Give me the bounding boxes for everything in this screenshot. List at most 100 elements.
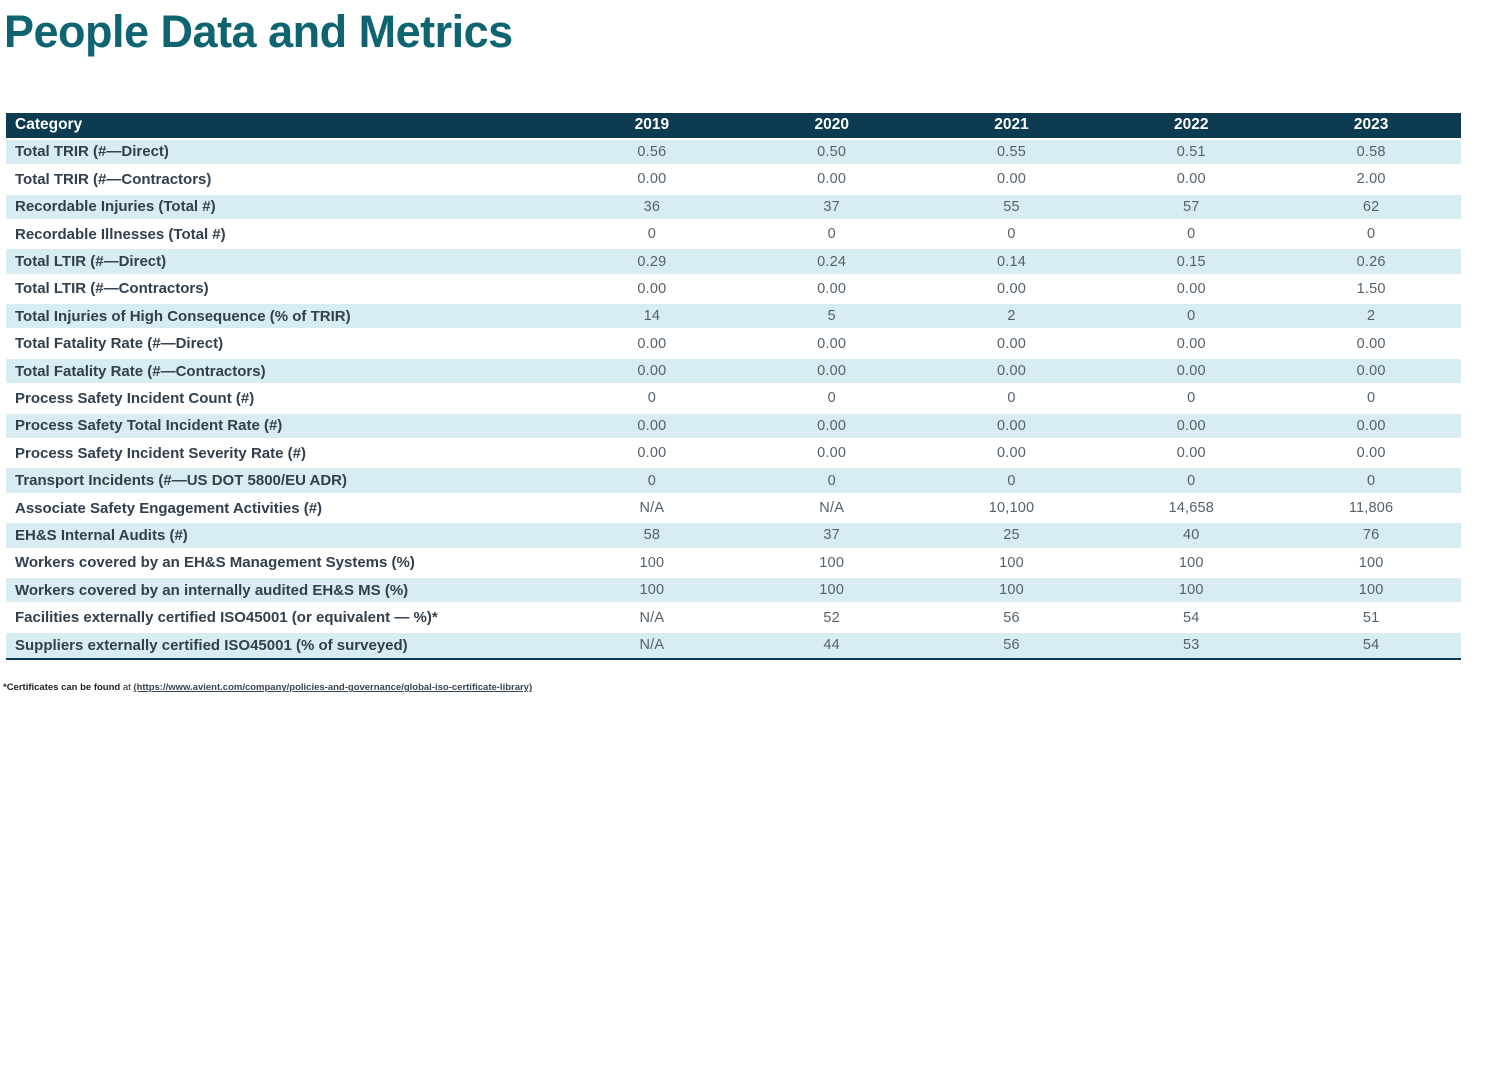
table-row: Associate Safety Engagement Activities (… <box>6 495 1461 524</box>
value-cell: 1.50 <box>1281 276 1461 305</box>
value-cell: 100 <box>562 550 742 578</box>
value-cell: 58 <box>562 523 742 551</box>
column-header-2019: 2019 <box>562 112 742 140</box>
value-cell: 36 <box>562 194 742 222</box>
value-cell: 100 <box>1281 578 1461 606</box>
table-row: Process Safety Incident Severity Rate (#… <box>6 441 1461 469</box>
value-cell: 0.55 <box>921 139 1102 168</box>
value-cell: 44 <box>741 632 922 661</box>
value-cell: 76 <box>1281 523 1461 551</box>
value-cell: 52 <box>741 605 922 633</box>
category-cell: Total Fatality Rate (#—Direct) <box>6 331 562 359</box>
metrics-table: Category 2019 2020 2021 2022 2023 Total … <box>6 112 1461 661</box>
table-row: EH&S Internal Audits (#) 58 37 25 40 76 <box>6 523 1461 551</box>
column-header-category: Category <box>6 112 562 140</box>
column-header-2020: 2020 <box>741 112 922 140</box>
value-cell: 0.00 <box>741 358 922 387</box>
table-row: Workers covered by an internally audited… <box>6 578 1461 606</box>
table-row: Total Fatality Rate (#—Contractors) 0.00… <box>6 358 1461 387</box>
value-cell: 0 <box>921 468 1102 496</box>
value-cell: 54 <box>1101 605 1282 633</box>
column-header-2021: 2021 <box>921 112 1102 140</box>
value-cell: 0 <box>1281 386 1461 414</box>
footnote-link[interactable]: (https://www.avient.com/company/policies… <box>133 682 533 694</box>
table-row: Recordable Illnesses (Total #) 0 0 0 0 0 <box>6 221 1461 250</box>
table-row: Process Safety Total Incident Rate (#) 0… <box>6 413 1461 442</box>
category-cell: Suppliers externally certified ISO45001 … <box>6 632 562 661</box>
value-cell: 53 <box>1101 632 1282 661</box>
value-cell: 100 <box>921 550 1102 578</box>
value-cell: 0.00 <box>741 441 922 469</box>
value-cell: 0.00 <box>1281 358 1461 387</box>
value-cell: 2 <box>1281 304 1461 332</box>
value-cell: 0 <box>562 386 742 414</box>
value-cell: 0.00 <box>1101 331 1282 359</box>
value-cell: 0.00 <box>1101 276 1282 305</box>
value-cell: 55 <box>921 194 1102 222</box>
value-cell: 56 <box>921 632 1102 661</box>
value-cell: N/A <box>562 495 742 524</box>
category-cell: Total TRIR (#—Contractors) <box>6 167 562 195</box>
category-cell: Process Safety Incident Severity Rate (#… <box>6 441 562 469</box>
category-cell: Process Safety Total Incident Rate (#) <box>6 413 562 442</box>
value-cell: 51 <box>1281 605 1461 633</box>
value-cell: 0.56 <box>562 139 742 168</box>
value-cell: 0.00 <box>741 167 922 195</box>
value-cell: 100 <box>1281 550 1461 578</box>
value-cell: 0.00 <box>562 358 742 387</box>
value-cell: 0 <box>1101 221 1282 250</box>
value-cell: 54 <box>1281 632 1461 661</box>
value-cell: 0 <box>921 386 1102 414</box>
value-cell: 100 <box>741 550 922 578</box>
value-cell: 0.15 <box>1101 249 1282 277</box>
category-cell: EH&S Internal Audits (#) <box>6 523 562 551</box>
category-cell: Total LTIR (#—Contractors) <box>6 276 562 305</box>
category-cell: Process Safety Incident Count (#) <box>6 386 562 414</box>
table-row: Total Injuries of High Consequence (% of… <box>6 304 1461 332</box>
value-cell: 100 <box>562 578 742 606</box>
value-cell: 0 <box>1101 304 1282 332</box>
value-cell: 14,658 <box>1101 495 1282 524</box>
value-cell: 0.51 <box>1101 139 1282 168</box>
value-cell: 0.00 <box>921 331 1102 359</box>
table-row: Total TRIR (#—Direct) 0.56 0.50 0.55 0.5… <box>6 139 1461 168</box>
footnote-connector: at <box>120 682 134 694</box>
value-cell: 37 <box>741 194 922 222</box>
category-cell: Workers covered by an internally audited… <box>6 578 562 606</box>
value-cell: N/A <box>741 495 922 524</box>
value-cell: 0.00 <box>741 331 922 359</box>
value-cell: 0 <box>1281 468 1461 496</box>
category-cell: Recordable Illnesses (Total #) <box>6 221 562 250</box>
table-row: Transport Incidents (#—US DOT 5800/EU AD… <box>6 468 1461 496</box>
value-cell: 100 <box>741 578 922 606</box>
value-cell: 0 <box>1101 386 1282 414</box>
page-title: People Data and Metrics <box>4 6 513 57</box>
column-header-2022: 2022 <box>1101 112 1282 140</box>
category-cell: Workers covered by an EH&S Management Sy… <box>6 550 562 578</box>
table-header-row: Category 2019 2020 2021 2022 2023 <box>6 112 1461 140</box>
footnote-prefix: *Certificates can be found <box>3 682 121 694</box>
value-cell: 0.00 <box>1101 358 1282 387</box>
value-cell: 0 <box>562 221 742 250</box>
table-body: Total TRIR (#—Direct) 0.56 0.50 0.55 0.5… <box>6 139 1461 661</box>
value-cell: 0 <box>741 468 922 496</box>
value-cell: 0.00 <box>1101 413 1282 442</box>
category-cell: Total Fatality Rate (#—Contractors) <box>6 358 562 387</box>
value-cell: 0 <box>562 468 742 496</box>
value-cell: 0.00 <box>921 413 1102 442</box>
table-row: Total TRIR (#—Contractors) 0.00 0.00 0.0… <box>6 167 1461 195</box>
footnote: *Certificates can be found at (https://w… <box>3 682 1492 693</box>
value-cell: 0.00 <box>741 276 922 305</box>
value-cell: 0.24 <box>741 249 922 277</box>
column-header-2023: 2023 <box>1281 112 1461 140</box>
value-cell: 0.00 <box>562 441 742 469</box>
category-cell: Total Injuries of High Consequence (% of… <box>6 304 562 332</box>
value-cell: 0 <box>741 386 922 414</box>
value-cell: 0.29 <box>562 249 742 277</box>
value-cell: 100 <box>921 578 1102 606</box>
value-cell: 0.00 <box>741 413 922 442</box>
table-row: Recordable Injuries (Total #) 36 37 55 5… <box>6 194 1461 222</box>
value-cell: 0.00 <box>921 276 1102 305</box>
table-row: Workers covered by an EH&S Management Sy… <box>6 550 1461 578</box>
value-cell: 2 <box>921 304 1102 332</box>
